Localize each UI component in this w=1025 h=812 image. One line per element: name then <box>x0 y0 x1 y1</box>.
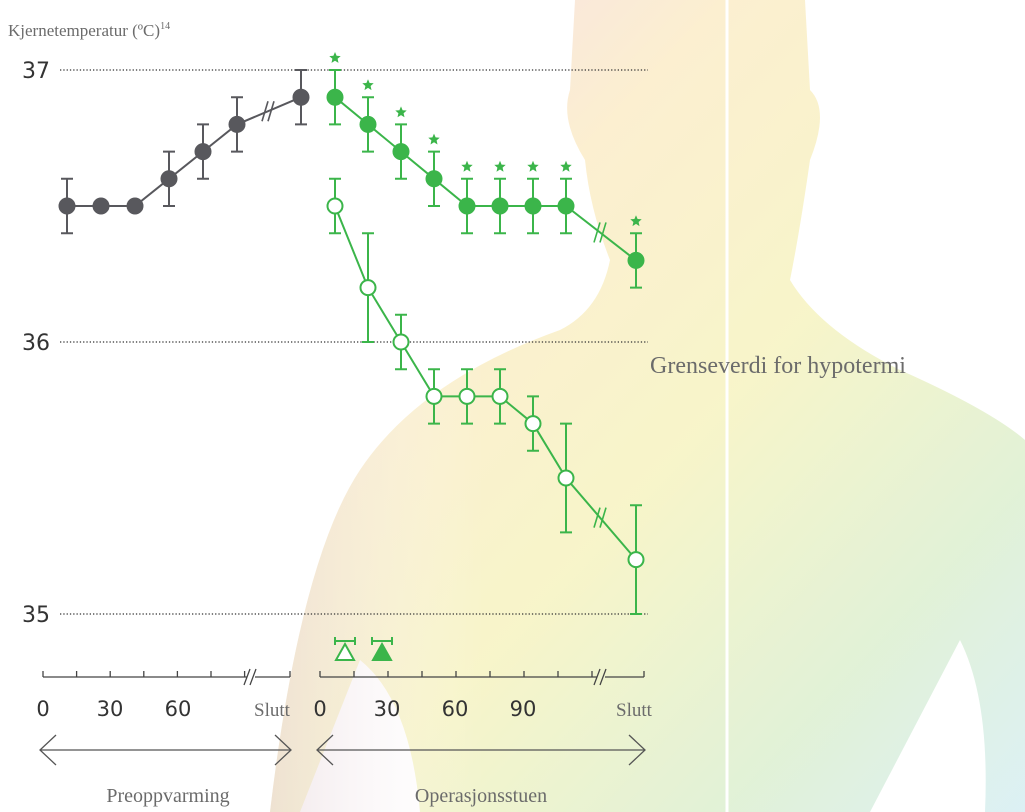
axis-break <box>243 668 251 686</box>
axis-break <box>593 668 601 686</box>
data-point <box>458 197 476 215</box>
data-point <box>359 279 377 297</box>
data-point <box>557 469 575 487</box>
significance-star <box>630 215 642 227</box>
x-tick-label: 90 <box>510 697 537 721</box>
axis-break <box>249 668 257 686</box>
data-point <box>194 143 212 161</box>
data-point <box>425 387 443 405</box>
data-point <box>58 197 76 215</box>
phase-label: Operasjonsstuen <box>415 785 547 807</box>
x-tick-label: Slutt <box>616 700 653 721</box>
significance-star <box>560 160 572 172</box>
x-tick-label: Slutt <box>254 700 291 721</box>
phase-arrow-head <box>39 734 292 766</box>
body-silhouette <box>270 0 1025 812</box>
line-break <box>599 222 607 243</box>
legend-icons <box>334 637 393 661</box>
y-axis-title: Kjernetemperatur (ºC) <box>8 21 160 40</box>
data-point <box>126 197 144 215</box>
data-point <box>557 197 575 215</box>
y-tick-label: 36 <box>22 331 50 356</box>
data-point <box>392 143 410 161</box>
x-tick-label: 0 <box>313 697 326 721</box>
line-break <box>593 507 601 528</box>
x-tick-label: 30 <box>97 697 124 721</box>
significance-star <box>362 79 374 91</box>
line-break <box>593 222 601 243</box>
data-point <box>627 551 645 569</box>
data-point <box>491 197 509 215</box>
line-break <box>599 507 607 528</box>
data-point <box>524 415 542 433</box>
phase-arrow-head <box>316 734 646 766</box>
significance-star <box>494 160 506 172</box>
x-tick-label: 30 <box>374 697 401 721</box>
data-point <box>359 115 377 133</box>
x-tick-label: 60 <box>442 697 469 721</box>
data-point <box>425 170 443 188</box>
phase-label: Preoppvarming <box>106 785 229 807</box>
line-break <box>261 100 269 122</box>
significance-star <box>461 160 473 172</box>
data-point <box>524 197 542 215</box>
threshold-label: Grenseverdi for hypotermi <box>650 353 906 379</box>
data-point <box>326 88 344 106</box>
y-axis-label: Kjernetemperatur (ºC)14 <box>8 21 170 40</box>
data-point <box>160 170 178 188</box>
data-point <box>92 197 110 215</box>
significance-star <box>395 106 407 118</box>
significance-star <box>527 160 539 172</box>
axis-break <box>599 668 607 686</box>
significance-star <box>329 52 341 63</box>
data-point <box>292 88 310 106</box>
data-point <box>627 251 645 269</box>
line-break <box>267 100 275 122</box>
y-tick-label: 35 <box>22 603 50 628</box>
data-point <box>228 115 246 133</box>
x-tick-label: 0 <box>36 697 49 721</box>
x-tick-label: 60 <box>165 697 192 721</box>
data-point <box>392 333 410 351</box>
reference-number: 14 <box>160 21 170 32</box>
data-point <box>491 387 509 405</box>
y-tick-label: 37 <box>22 59 50 84</box>
significance-star <box>428 133 440 145</box>
data-point <box>326 197 344 215</box>
data-point <box>458 387 476 405</box>
